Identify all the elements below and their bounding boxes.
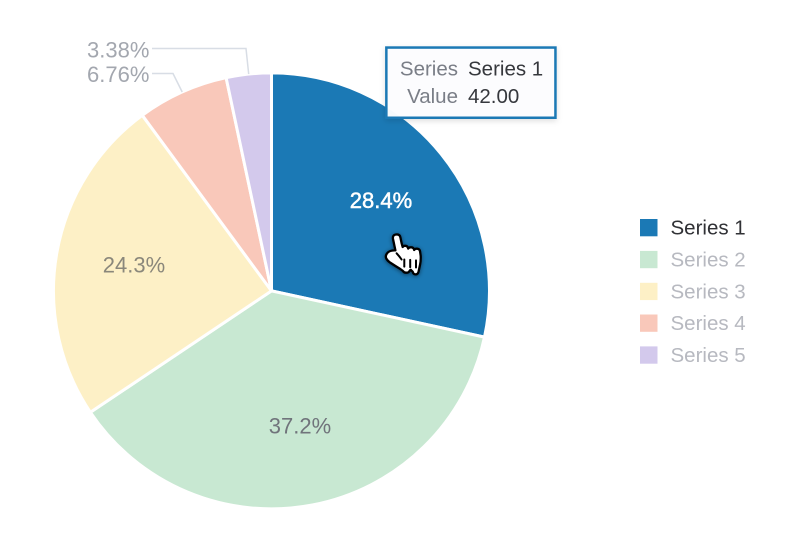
svg-text:Series 2: Series 2 (671, 248, 746, 271)
svg-text:42.00: 42.00 (468, 85, 519, 108)
svg-text:Value: Value (407, 85, 458, 108)
svg-text:Series 4: Series 4 (671, 312, 746, 335)
svg-text:37.2%: 37.2% (269, 414, 331, 439)
svg-text:24.3%: 24.3% (103, 253, 165, 278)
svg-text:3.38%: 3.38% (87, 38, 149, 63)
svg-text:Series 1: Series 1 (671, 217, 746, 240)
svg-text:Series 3: Series 3 (671, 280, 746, 303)
svg-text:6.76%: 6.76% (87, 62, 149, 87)
svg-text:Series 5: Series 5 (671, 344, 746, 367)
svg-text:28.4%: 28.4% (350, 188, 412, 213)
svg-text:Series 1: Series 1 (468, 58, 543, 81)
svg-text:Series: Series (400, 58, 458, 81)
